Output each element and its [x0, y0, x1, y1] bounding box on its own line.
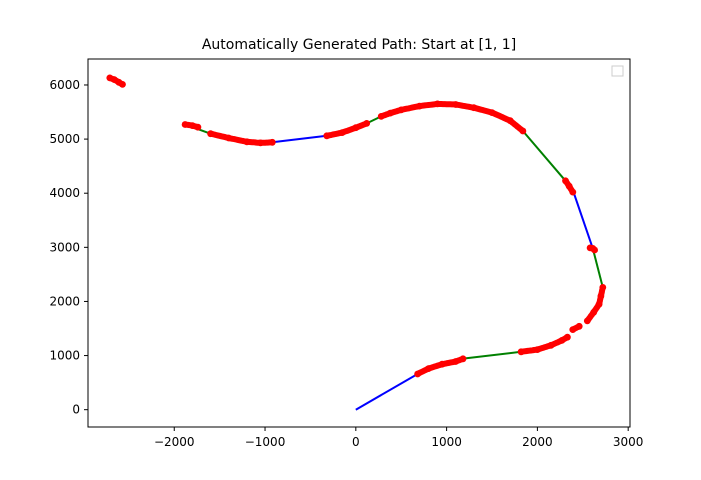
arc-point — [459, 355, 467, 363]
y-tick-label: 2000 — [49, 294, 80, 308]
arc-point — [243, 138, 251, 146]
y-tick-label: 4000 — [49, 186, 80, 200]
arc-point-trail-6 — [378, 100, 526, 134]
arc-point — [517, 348, 525, 356]
arc-point — [562, 177, 569, 185]
x-tick-label: 0 — [352, 435, 360, 449]
arc-point — [599, 284, 607, 291]
arc-point — [207, 130, 215, 138]
plot-frame — [87, 58, 631, 428]
arc-point — [425, 365, 432, 372]
y-tick-label: 5000 — [49, 132, 80, 146]
arc-point — [597, 292, 605, 300]
arc-point — [194, 123, 202, 131]
arc-point-trail-7 — [323, 120, 370, 139]
chart-title: Automatically Generated Path: Start at [… — [202, 37, 516, 53]
arc-point — [377, 113, 385, 120]
arc-point — [565, 182, 573, 190]
arc-point — [590, 308, 598, 316]
x-tick-label: −2000 — [154, 435, 195, 449]
arc-point — [452, 358, 460, 365]
path-segment-blue-3 — [571, 189, 594, 249]
path-segment-blue-0 — [355, 373, 419, 411]
axes: −2000 −1000 0 1000 2000 3000 0 1000 2000 3000 4000… — [49, 58, 644, 449]
path-segment-green-4 — [522, 130, 567, 182]
arc-point — [583, 317, 591, 325]
x-tick-label: 2000 — [522, 435, 553, 449]
arc-point — [434, 100, 441, 108]
arc-point — [225, 134, 233, 142]
arc-point — [569, 326, 577, 333]
x-tick-label: −1000 — [245, 435, 286, 449]
path-segment-blue-6 — [272, 134, 327, 144]
arc-point — [438, 360, 446, 368]
arc-point — [352, 124, 360, 132]
arc-point — [595, 300, 603, 308]
arc-point — [519, 127, 527, 135]
y-tick-label: 0 — [72, 403, 80, 417]
arc-point — [575, 322, 583, 330]
arc-point — [363, 120, 371, 127]
arc-point — [181, 121, 189, 128]
arc-point — [397, 106, 405, 114]
arc-point — [569, 188, 577, 196]
arc-point — [189, 122, 196, 129]
arc-point — [547, 341, 555, 349]
arc-point — [106, 74, 114, 82]
path-segment-green-1 — [461, 350, 522, 360]
arc-point — [323, 132, 331, 140]
arc-point — [414, 370, 421, 378]
arc-point — [452, 101, 460, 108]
y-tick-label: 6000 — [49, 78, 80, 92]
arc-point — [558, 337, 566, 344]
y-tick-label: 3000 — [49, 240, 80, 254]
path-segment-green-2 — [591, 248, 604, 288]
arc-point — [564, 333, 571, 341]
legend-box — [611, 65, 624, 77]
arc-point — [506, 117, 514, 125]
arc-point — [534, 346, 541, 353]
arc-point — [470, 104, 478, 112]
arc-point — [488, 109, 496, 116]
arc-point — [257, 139, 264, 147]
arc-point — [338, 129, 346, 137]
arc-point — [416, 102, 423, 110]
arc-point — [386, 109, 394, 117]
x-tick-label: 3000 — [613, 435, 644, 449]
plot-area — [106, 74, 607, 411]
arc-point — [268, 138, 276, 146]
y-tick-label: 1000 — [49, 349, 80, 363]
x-tick-label: 1000 — [431, 435, 462, 449]
arc-point — [591, 246, 598, 254]
